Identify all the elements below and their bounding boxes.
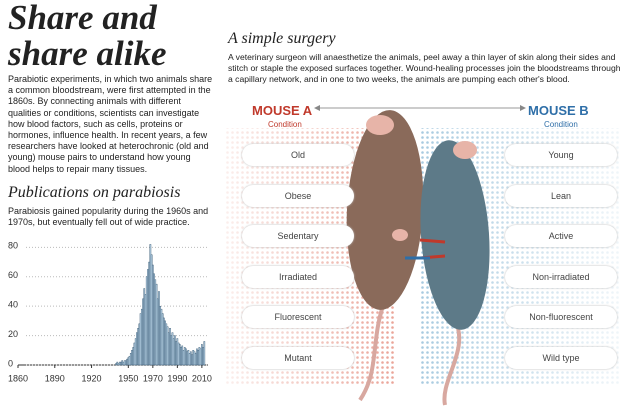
condition-pill: Sedentary — [242, 225, 354, 247]
chart-title: Publications on parabiosis — [8, 184, 181, 201]
condition-pill: Old — [242, 144, 354, 166]
mouse-b — [420, 140, 490, 406]
condition-pill: Obese — [242, 184, 354, 207]
mouse-b-label: MOUSE B — [528, 103, 589, 118]
condition-pill: Lean — [505, 184, 617, 207]
x-tick-label: 1970 — [143, 373, 163, 383]
x-tick-label: 1990 — [167, 373, 187, 383]
y-tick-label: 40 — [8, 300, 18, 310]
x-tick-label: 2010 — [192, 373, 212, 383]
surgery-title: A simple surgery — [228, 30, 336, 47]
chart-subtitle: Parabiosis gained popularity during the … — [8, 206, 209, 227]
x-tick-label: 1890 — [45, 373, 65, 383]
condition-pill: Irradiated — [242, 265, 354, 288]
condition-pill: Non-irradiated — [505, 265, 617, 288]
x-tick-label: 1860 — [8, 373, 28, 383]
condition-pill: Fluorescent — [242, 306, 354, 328]
x-tick-label: 1950 — [118, 373, 138, 383]
x-tick-label: 1920 — [82, 373, 102, 383]
condition-pill: Mutant — [242, 346, 354, 369]
mouse-b-sublabel: Condition — [544, 120, 578, 129]
y-tick-label: 20 — [8, 329, 18, 339]
condition-pill: Non-fluorescent — [505, 306, 617, 328]
y-tick-label: 0 — [8, 358, 13, 368]
intro-text: Parabiotic experiments, in which two ani… — [8, 74, 213, 174]
mouse-a-label: MOUSE A — [252, 103, 313, 118]
condition-pill: Wild type — [505, 346, 617, 369]
mouse-a-sublabel: Condition — [268, 120, 302, 129]
page-title: Share and share alike — [8, 0, 167, 73]
condition-pill: Active — [505, 225, 617, 247]
mouse-a — [346, 110, 424, 402]
surgery-text: A veterinary surgeon will anaesthetize t… — [228, 52, 621, 84]
bar — [203, 341, 206, 366]
condition-pill: Young — [505, 144, 617, 166]
y-tick-label: 60 — [8, 270, 18, 280]
y-tick-label: 80 — [8, 241, 18, 251]
